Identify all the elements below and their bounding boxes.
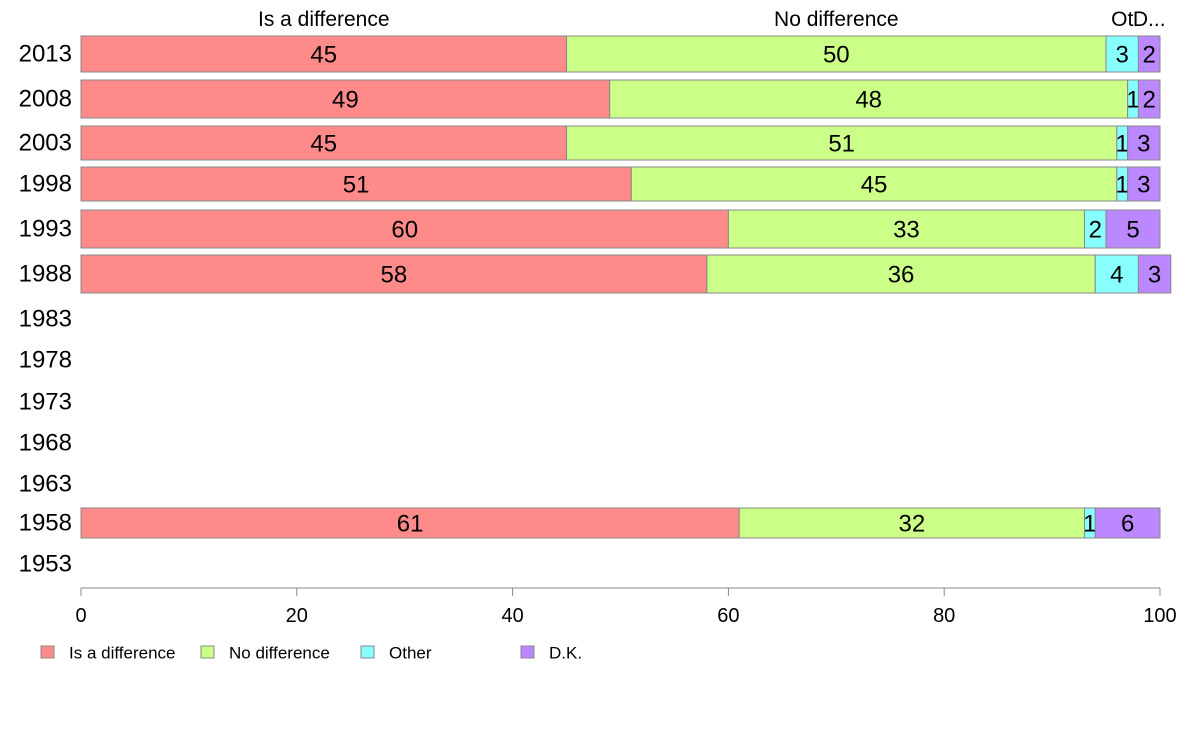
x-tick-label-80: 80	[933, 605, 955, 627]
bar-1998-series-3	[1127, 166, 1161, 202]
bar-1993-series-0	[80, 209, 729, 249]
bar-1988-series-1	[706, 254, 1096, 294]
bar-label-1958-series-2: 1	[1083, 511, 1096, 538]
bar-label-2008-series-1: 48	[855, 87, 882, 114]
legend-label-2: Other	[389, 644, 432, 663]
bar-label-1993-series-0: 60	[391, 217, 418, 244]
year-label-1958: 1958	[19, 510, 72, 537]
bar-label-1958-series-0: 61	[397, 511, 424, 538]
bar-label-2013-series-3: 2	[1143, 42, 1156, 69]
year-label-1988: 1988	[19, 261, 72, 288]
legend-swatch-3	[520, 645, 535, 659]
x-tick-label-100: 100	[1143, 605, 1176, 627]
x-axis: 0 20 40 60 80 100	[75, 587, 1177, 627]
bar-label-1993-series-3: 5	[1126, 217, 1139, 244]
bar-label-2013-series-1: 50	[823, 42, 850, 69]
bar-label-1993-series-1: 33	[893, 217, 920, 244]
bar-label-1988-series-3: 3	[1148, 262, 1161, 289]
x-tick-label-20: 20	[286, 605, 308, 627]
bar-label-1988-series-1: 36	[888, 262, 915, 289]
bar-label-1988-series-0: 58	[381, 262, 408, 289]
bar-1993-series-1	[727, 209, 1085, 249]
bar-label-1998-series-3: 3	[1137, 172, 1150, 199]
bar-label-1998-series-0: 51	[343, 172, 370, 199]
bar-2003-series-3	[1127, 125, 1161, 161]
bar-2013-series-0	[80, 35, 568, 73]
legend-label-0: Is a difference	[69, 644, 175, 663]
bar-1988-series-2	[1094, 254, 1139, 294]
bar-1988-series-0	[80, 254, 708, 294]
header-series-0: Is a difference	[258, 8, 390, 31]
bar-2008-series-0	[80, 79, 611, 119]
bar-1998-series-1	[630, 166, 1118, 202]
bar-label-2008-series-0: 49	[332, 87, 359, 114]
bar-label-2003-series-2: 1	[1116, 131, 1129, 158]
year-labels: 2013 2008 2003 1998 1993 1988 1983 1978 1973 1968…	[19, 41, 72, 578]
x-tick-label-60: 60	[717, 605, 739, 627]
bar-2003-series-1	[566, 125, 1118, 161]
year-label-1953: 1953	[19, 551, 72, 578]
year-label-1978: 1978	[19, 347, 72, 374]
bar-label-2008-series-2: 1	[1126, 87, 1139, 114]
year-label-2003: 2003	[19, 130, 72, 157]
year-label-2013: 2013	[19, 41, 72, 68]
bar-label-1958-series-3: 6	[1121, 511, 1134, 538]
year-label-1968: 1968	[19, 430, 72, 457]
bar-label-2003-series-0: 45	[310, 131, 337, 158]
bar-label-2013-series-2: 3	[1116, 42, 1129, 69]
bars: 45 50 3 249 48 1 245 51 1 351 45 1 360 33 2 558 36 4 361 32…	[80, 35, 1172, 539]
bar-1958-series-1	[738, 507, 1085, 539]
bar-label-1998-series-2: 1	[1116, 172, 1129, 199]
x-tick-label-40: 40	[501, 605, 523, 627]
legend-label-1: No difference	[229, 644, 330, 663]
bar-label-2013-series-0: 45	[310, 42, 337, 69]
legend-label-3: D.K.	[549, 644, 582, 663]
bar-2003-series-0	[80, 125, 568, 161]
year-label-1963: 1963	[19, 471, 72, 498]
bar-2013-series-2	[1105, 35, 1139, 73]
year-label-1993: 1993	[19, 216, 72, 243]
bar-2013-series-3	[1137, 35, 1161, 73]
bar-1993-series-3	[1105, 209, 1161, 249]
header-series-1: No difference	[774, 8, 899, 31]
bar-2013-series-1	[566, 35, 1107, 73]
legend-swatch-1	[200, 645, 215, 659]
legend: Is a difference No difference Other D.K.	[40, 644, 582, 663]
bar-1988-series-3	[1137, 254, 1172, 294]
year-label-1983: 1983	[19, 306, 72, 333]
year-label-1998: 1998	[19, 171, 72, 198]
bar-label-1993-series-2: 2	[1089, 217, 1102, 244]
bar-label-2003-series-1: 51	[828, 131, 855, 158]
column-headers: Is a difference No difference Ot D...	[258, 8, 1166, 31]
bar-2008-series-3	[1137, 79, 1161, 119]
header-series-2: Ot	[1111, 8, 1133, 31]
bar-2008-series-1	[609, 79, 1129, 119]
bar-label-1988-series-2: 4	[1110, 262, 1123, 289]
bar-label-2008-series-3: 2	[1143, 87, 1156, 114]
x-tick-label-0: 0	[75, 605, 86, 627]
bar-label-1958-series-1: 32	[898, 511, 925, 538]
legend-swatch-0	[40, 645, 55, 659]
bar-label-1998-series-1: 45	[861, 172, 888, 199]
legend-swatch-2	[360, 645, 375, 659]
year-label-1973: 1973	[19, 389, 72, 416]
year-label-2008: 2008	[19, 86, 72, 113]
header-series-3: D...	[1133, 8, 1166, 31]
bar-label-2003-series-3: 3	[1137, 131, 1150, 158]
bar-1958-series-3	[1094, 507, 1161, 539]
